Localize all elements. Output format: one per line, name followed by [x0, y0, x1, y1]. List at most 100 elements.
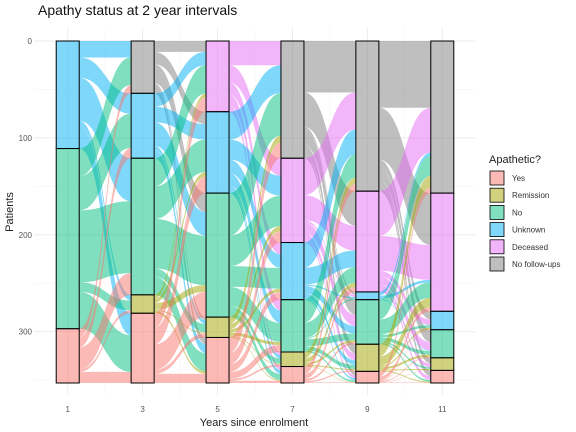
flow-ribbon [303, 350, 356, 382]
flow-ribbon [378, 327, 431, 368]
x-axis-ticks: 1 3 5 7 9 11 [65, 405, 447, 414]
y-tick-label: 200 [19, 231, 33, 240]
stratum-bar [355, 343, 380, 372]
flow-ribbon [303, 340, 356, 365]
x-tick-label: 9 [365, 405, 370, 414]
stratum-bar [430, 40, 455, 194]
flow-ribbon [378, 356, 431, 383]
stratum-bar [430, 357, 455, 371]
stratum-bar [130, 312, 155, 384]
legend-key [489, 170, 505, 186]
flow-ribbon [229, 135, 281, 325]
flow-ribbon [154, 83, 207, 321]
stratum-bar [55, 328, 80, 384]
flow-ribbon [229, 226, 281, 330]
stratum-bar [280, 40, 305, 159]
flow-ribbon [79, 85, 132, 338]
flow-ribbon [378, 107, 431, 236]
flow-ribbon [378, 41, 431, 108]
flow-ribbon [378, 298, 431, 351]
flow-ribbon [229, 292, 281, 372]
stratum-bar [355, 291, 380, 301]
flow-ribbon [378, 175, 431, 357]
flow-ribbon [303, 298, 356, 340]
legend-title: Apathetic? [489, 154, 541, 166]
flow-ribbon [79, 147, 132, 348]
x-tick-label: 5 [215, 405, 220, 414]
stratum-bar [205, 316, 230, 338]
flow-ribbon [229, 142, 281, 354]
flow-ribbon [229, 231, 281, 365]
flow-ribbon [303, 366, 356, 383]
flow-ribbon [303, 382, 356, 383]
x-tick-label: 7 [290, 405, 295, 414]
flow-ribbon [378, 235, 431, 280]
flow-ribbon [303, 41, 356, 93]
flow-ribbon [229, 311, 281, 380]
flow-ribbon [303, 183, 356, 374]
flow-ribbon [79, 113, 132, 211]
flow-ribbon [303, 287, 356, 379]
legend-label: No [512, 208, 523, 217]
flow-ribbon [229, 93, 281, 236]
strata [55, 40, 455, 384]
y-tick-label: 100 [19, 134, 33, 143]
stratum-bar [355, 190, 380, 293]
stratum-bar [355, 370, 380, 384]
stratum-bar [130, 294, 155, 314]
y-axis-title: Patients [4, 192, 16, 232]
flow-ribbon [79, 57, 132, 177]
flow-ribbon [229, 65, 281, 140]
stratum-bar [280, 299, 305, 353]
y-axis-ticks: 0 100 200 300 [19, 37, 33, 337]
flow-ribbon [303, 333, 356, 347]
stratum-bar [130, 40, 155, 94]
flow-ribbon [378, 307, 431, 381]
flow-ribbon [154, 139, 207, 219]
flow-ribbon [79, 291, 132, 372]
flow-ribbon [154, 51, 207, 107]
stratum-bar [280, 351, 305, 368]
flow-ribbon [303, 220, 356, 297]
stratum-bar [280, 242, 305, 301]
flow-ribbon [79, 310, 132, 372]
flow-ribbon [79, 282, 132, 311]
flow-ribbon [154, 172, 207, 304]
stratum-bar [130, 157, 155, 296]
stratum-bar [430, 192, 455, 312]
flow-ribbon [154, 218, 207, 286]
stratum-bar [130, 92, 155, 159]
flow-ribbon [79, 273, 132, 370]
flow-ribbon [378, 282, 431, 335]
legend-label: No follow-ups [512, 260, 560, 269]
y-tick-label: 0 [28, 37, 33, 46]
stratum-bar [280, 157, 305, 244]
flow-ribbon [229, 335, 281, 365]
flow-ribbon [303, 129, 356, 268]
flow-ribbon [154, 333, 207, 374]
flow-ribbon [79, 57, 132, 114]
flow-ribbon [154, 93, 207, 299]
flow-ribbon [378, 369, 431, 383]
flow-ribbon [303, 370, 356, 383]
flow-ribbons [79, 41, 431, 383]
chart-title: Apathy status at 2 year intervals [38, 2, 237, 18]
flow-ribbon [303, 282, 356, 363]
flow-ribbon [154, 97, 207, 328]
stratum-bar [205, 111, 230, 194]
stratum-bar [205, 336, 230, 384]
flow-ribbon [154, 51, 207, 125]
legend-label: Yes [512, 174, 525, 183]
stratum-bar [205, 40, 230, 113]
stratum-bar [355, 299, 380, 345]
flow-ribbon [154, 65, 207, 187]
legend-key [489, 187, 505, 203]
flow-ribbon [229, 94, 281, 311]
stratum-bar [55, 40, 80, 150]
flow-ribbon [303, 195, 356, 251]
flow-ribbon [378, 270, 431, 325]
legend-key [489, 239, 505, 255]
flow-ribbon [229, 380, 281, 383]
stratum-bar [430, 369, 455, 384]
